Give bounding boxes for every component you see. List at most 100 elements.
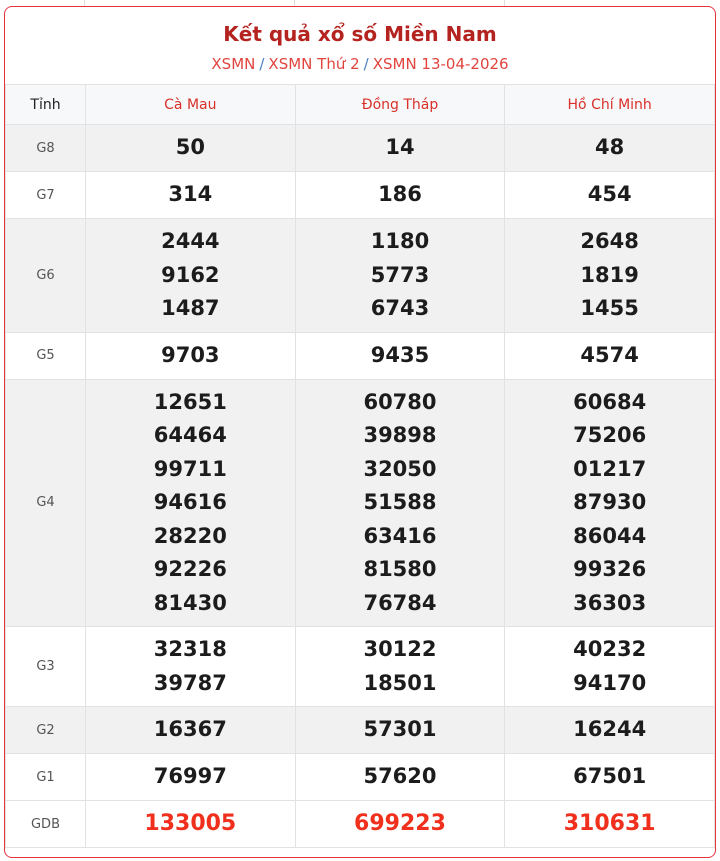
prize-cell: 699223: [294, 800, 506, 848]
prize-row-g8: G8 50 14 48: [5, 124, 715, 172]
prize-number: 51588: [363, 490, 437, 514]
prize-row-g2: G2 16367 57301 16244: [5, 706, 715, 754]
prize-number: 67501: [573, 764, 647, 789]
prize-number: 1180: [370, 229, 430, 253]
prize-number: 94616: [153, 490, 227, 514]
prize-row-g4: G4 12651 64464 99711 94616 28220 92226 81430 607…: [5, 378, 715, 627]
prize-cell: 50: [85, 124, 296, 172]
prize-number: 57301: [363, 717, 437, 742]
prize-number: 01217: [573, 456, 647, 481]
prize-cell: 57620: [294, 753, 506, 801]
prize-number: 14: [385, 135, 415, 160]
prize-number: 50: [175, 135, 205, 160]
prize-number: 12651: [153, 389, 227, 414]
prize-row-gdb: GDB 133005 699223 310631: [5, 800, 715, 848]
prize-number: 81580: [363, 557, 437, 581]
breadcrumb-separator: /: [363, 55, 369, 73]
prize-row-g1: G1 76997 57620 67501: [5, 753, 715, 801]
prize-number: 94170: [573, 670, 647, 695]
prize-number: 28220: [153, 523, 227, 548]
prize-number: 9703: [161, 342, 220, 367]
prize-cell: 32318 39787: [85, 626, 296, 707]
prize-number: 87930: [573, 490, 647, 514]
prize-label: G4: [5, 378, 86, 627]
prize-label: G8: [5, 124, 86, 172]
prize-label: G1: [5, 753, 86, 801]
prize-cell: 60684 75206 01217 87930 86044 99326 36303: [504, 378, 715, 627]
prize-label: G5: [5, 331, 86, 380]
page-title: Kết quả xổ số Miền Nam: [223, 22, 497, 46]
prize-number: 40232: [573, 637, 647, 661]
prize-number: 1455: [580, 296, 639, 320]
prize-cell: 16367: [85, 706, 296, 754]
results-card: Kết quả xổ số Miền Nam XSMN / XSMN Thứ 2/X…: [4, 6, 716, 858]
prize-cell: 14: [294, 124, 506, 172]
prize-cell: 67501: [504, 753, 715, 801]
prize-number: 2648: [580, 229, 639, 253]
prize-cell: 454: [504, 171, 715, 219]
prize-cell: 310631: [504, 800, 715, 848]
prize-number: 39898: [363, 423, 437, 447]
column-header-ho-chi-minh[interactable]: Hồ Chí Minh: [504, 84, 715, 125]
prize-number: 9162: [161, 262, 220, 287]
prize-cell: 76997: [85, 753, 296, 801]
prize-row-g3: G3 32318 39787 30122 18501 40232 94170: [5, 626, 715, 707]
prize-label: G6: [5, 218, 86, 333]
breadcrumb-xsmn[interactable]: XSMN: [211, 55, 256, 73]
prize-cell: 9435: [294, 331, 506, 380]
prize-number: 6743: [370, 296, 430, 320]
prize-number: 1819: [580, 262, 639, 287]
prize-label: G7: [5, 171, 86, 219]
prize-number: 81430: [153, 590, 227, 615]
prize-number: 76784: [363, 590, 437, 615]
prize-cell: 16244: [504, 706, 715, 754]
prize-row-g7: G7 314 186 454: [5, 171, 715, 219]
prize-number: 99711: [153, 456, 227, 481]
breadcrumb: XSMN / XSMN Thứ 2/XSMN 13-04-2026: [5, 54, 715, 74]
prize-number: 32318: [153, 637, 227, 661]
column-header-province: Tỉnh: [5, 84, 86, 125]
card-header: Kết quả xổ số Miền Nam XSMN / XSMN Thứ 2/X…: [5, 7, 715, 84]
breadcrumb-xsmn-date[interactable]: XSMN 13-04-2026: [372, 55, 509, 73]
prize-cell: 57301: [294, 706, 506, 754]
prize-label: GDB: [5, 800, 86, 848]
column-header-ca-mau[interactable]: Cà Mau: [85, 84, 296, 125]
prize-row-g6: G6 2444 9162 1487 1180 5773 6743 2648 1819 1455: [5, 218, 715, 333]
prize-number: 9435: [370, 342, 430, 367]
prize-cell: 133005: [85, 800, 296, 848]
prize-number: 86044: [573, 523, 647, 548]
prize-label: G2: [5, 706, 86, 754]
prize-number: 36303: [573, 590, 647, 615]
prize-number: 92226: [153, 557, 227, 581]
prize-cell: 1180 5773 6743: [294, 218, 506, 333]
prize-row-g5: G5 9703 9435 4574: [5, 331, 715, 380]
prize-number: 63416: [363, 523, 437, 548]
prize-number: 60780: [363, 389, 437, 414]
prize-number: 75206: [573, 423, 647, 447]
prize-cell: 4574: [504, 331, 715, 380]
prize-number: 314: [168, 182, 213, 207]
special-prize-number: 133005: [144, 811, 237, 837]
prize-number: 60684: [573, 389, 647, 414]
breadcrumb-separator: /: [259, 55, 265, 73]
prize-number: 76997: [153, 764, 227, 789]
prize-number: 5773: [370, 262, 430, 287]
prize-cell: 2648 1819 1455: [504, 218, 715, 333]
background-table-edge: [0, 0, 720, 8]
breadcrumb-xsmn-thu-2[interactable]: XSMN Thứ 2: [268, 55, 360, 73]
prize-number: 30122: [363, 637, 437, 661]
results-table: Tỉnh Cà Mau Đồng Tháp Hồ Chí Minh G8 50 14 48 G…: [5, 84, 715, 848]
prize-number: 48: [595, 135, 625, 160]
prize-number: 57620: [363, 764, 437, 789]
prize-cell: 48: [504, 124, 715, 172]
prize-number: 32050: [363, 456, 437, 481]
prize-number: 4574: [580, 342, 639, 367]
prize-cell: 314: [85, 171, 296, 219]
prize-number: 64464: [153, 423, 227, 447]
prize-cell: 186: [294, 171, 506, 219]
special-prize-number: 699223: [354, 811, 446, 837]
column-header-dong-thap[interactable]: Đồng Tháp: [294, 84, 506, 125]
prize-cell: 12651 64464 99711 94616 28220 92226 81430: [85, 378, 296, 627]
prize-number: 99326: [573, 557, 647, 581]
prize-number: 39787: [153, 670, 227, 695]
